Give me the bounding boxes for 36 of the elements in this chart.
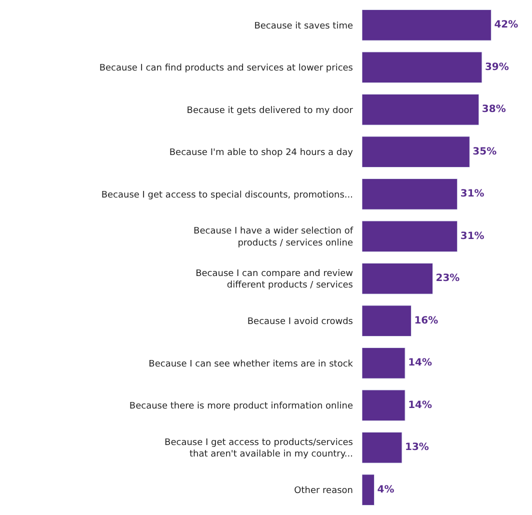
- bar: [362, 305, 412, 337]
- bar: [362, 52, 482, 84]
- y-tick-label: Because I can compare and review different products / services: [196, 268, 354, 291]
- data-label: 4%: [377, 484, 394, 496]
- data-label: 13%: [404, 442, 429, 454]
- bar: [362, 474, 375, 506]
- y-tick-label: Other reason: [294, 486, 353, 496]
- data-label: 14%: [408, 358, 432, 369]
- data-label: 38%: [482, 104, 506, 116]
- y-tick-label: Because I can find products and services at lower prices: [99, 64, 354, 74]
- data-label: 35%: [472, 146, 497, 158]
- bar: [362, 178, 458, 210]
- data-label: 23%: [436, 273, 460, 284]
- y-tick-label: Because it gets delivered to my door: [186, 106, 354, 116]
- data-label: 16%: [414, 315, 438, 326]
- bar: [362, 390, 406, 422]
- bar: [362, 262, 433, 294]
- bar: [362, 9, 492, 41]
- y-tick-label: Because there is more product information online: [129, 402, 354, 412]
- data-label: 39%: [484, 62, 509, 73]
- y-tick-label: Because I can see whether items are in stock: [148, 359, 354, 370]
- y-tick-label: Because I have a wider selection of products / services online: [194, 226, 354, 248]
- y-tick-label: Because I avoid crowds: [247, 317, 354, 328]
- data-label: 42%: [494, 20, 518, 31]
- data-label: 31%: [460, 188, 484, 200]
- data-label: 31%: [460, 230, 484, 242]
- bar: [362, 220, 458, 252]
- bar: [362, 136, 470, 168]
- y-tick-label: Because I'm able to shop 24 hours a day: [169, 148, 354, 158]
- data-label: 14%: [408, 400, 432, 411]
- bar: [362, 94, 480, 126]
- y-tick-label: Because I get access to special discounts, promotions...: [101, 190, 353, 200]
- y-tick-label: Because I get access to products/services that aren't available in my country...: [164, 438, 354, 460]
- y-tick-label: Because it saves time: [254, 21, 354, 32]
- bar: [362, 347, 406, 379]
- bar: [362, 432, 402, 464]
